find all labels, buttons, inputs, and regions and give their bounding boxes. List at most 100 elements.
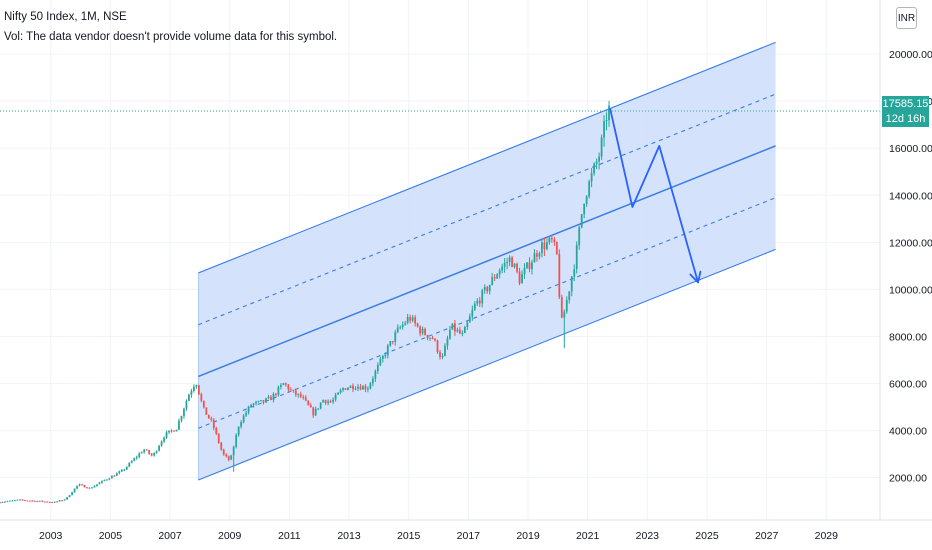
price-tick-label: 12000.00 xyxy=(889,237,932,249)
candle-down xyxy=(292,389,295,391)
candle-up xyxy=(483,287,486,291)
candle-up xyxy=(71,492,73,496)
candle-up xyxy=(600,137,603,157)
candle-up xyxy=(260,400,262,402)
candle-up xyxy=(491,277,494,285)
candle-down xyxy=(222,449,225,455)
candle-down xyxy=(439,352,441,358)
candle-down xyxy=(431,337,434,339)
candle-down xyxy=(173,430,175,432)
candle-down xyxy=(543,242,546,250)
candle-down xyxy=(419,326,422,334)
time-tick-label: 2019 xyxy=(516,530,540,542)
candle-up xyxy=(471,309,474,317)
candle-up xyxy=(272,393,275,401)
currency-button[interactable]: INR xyxy=(896,7,917,29)
candle-up xyxy=(371,378,374,384)
candle-down xyxy=(312,407,315,416)
candle-up xyxy=(374,370,377,379)
time-axis[interactable]: 2003 2005 2007 2009 2011 2013 2015 2017 2019 2021… xyxy=(39,530,838,542)
candle-up xyxy=(76,485,78,489)
candle-down xyxy=(555,241,558,254)
candle-up xyxy=(362,386,364,390)
candle-up xyxy=(421,328,424,334)
candle-down xyxy=(148,450,151,454)
candle-up xyxy=(369,383,372,389)
candle-up xyxy=(565,300,568,312)
candle-down xyxy=(436,340,439,353)
candle-up xyxy=(133,458,136,462)
candle-down xyxy=(150,453,153,456)
regression-channel[interactable] xyxy=(198,41,776,481)
candle-up xyxy=(347,387,349,390)
candle-up xyxy=(103,480,106,482)
candle-up xyxy=(245,412,247,416)
candle-down xyxy=(200,394,203,401)
candle-down xyxy=(220,442,223,450)
candle-down xyxy=(217,433,220,443)
candle-down xyxy=(287,384,290,390)
candle-up xyxy=(337,392,339,395)
candle-up xyxy=(168,430,170,433)
candle-down xyxy=(225,454,228,457)
arrow-head xyxy=(689,273,699,284)
time-tick-label: 2021 xyxy=(576,530,600,542)
candle-up xyxy=(190,390,193,395)
candle-up xyxy=(237,426,240,435)
time-tick-label: 2007 xyxy=(158,530,182,542)
candle-down xyxy=(212,419,215,428)
candle-up xyxy=(66,497,69,500)
candle-down xyxy=(43,501,46,503)
candle-down xyxy=(511,257,513,268)
candle-up xyxy=(58,500,61,502)
candle-up xyxy=(481,290,484,304)
candle-up xyxy=(501,266,504,271)
candle-up xyxy=(16,499,19,501)
candle-up xyxy=(11,500,14,502)
candle-up xyxy=(140,452,143,454)
candle-down xyxy=(275,393,277,395)
candle-up xyxy=(381,355,384,359)
time-tick-label: 2013 xyxy=(337,530,361,542)
candle-up xyxy=(468,316,471,323)
candle-down xyxy=(205,407,208,415)
candle-up xyxy=(503,262,506,267)
projection-arrow[interactable] xyxy=(609,108,702,284)
candle-up xyxy=(322,399,325,403)
candle-down xyxy=(454,323,456,332)
candle-up xyxy=(580,214,583,228)
candle-up xyxy=(73,488,76,493)
candle-down xyxy=(33,500,36,502)
price-tick-label: 10000.00 xyxy=(889,284,932,296)
candle-down xyxy=(26,500,29,502)
candle-up xyxy=(265,398,267,403)
candle-up xyxy=(384,355,387,357)
candle-up xyxy=(195,385,198,387)
candle-up xyxy=(63,499,66,501)
time-tick-label: 2005 xyxy=(99,530,123,542)
candle-up xyxy=(523,267,526,275)
candle-up xyxy=(317,408,320,410)
candle-up xyxy=(18,499,21,501)
candle-up xyxy=(128,462,131,467)
candle-up xyxy=(531,262,533,270)
candle-down xyxy=(289,389,292,391)
candle-up xyxy=(342,388,344,391)
time-tick-label: 2023 xyxy=(636,530,660,542)
candle-up xyxy=(247,406,250,413)
candle-down xyxy=(426,334,429,339)
candle-down xyxy=(113,475,116,477)
candle-up xyxy=(451,323,454,330)
candle-up xyxy=(319,402,322,409)
candle-down xyxy=(48,501,51,503)
candle-up xyxy=(188,394,190,401)
candle-down xyxy=(86,487,88,489)
candle-up xyxy=(521,274,523,284)
candle-down xyxy=(536,253,538,257)
price-tick-label: 16000.00 xyxy=(889,143,932,155)
candle-down xyxy=(409,317,412,321)
candle-up xyxy=(406,317,409,323)
candle-up xyxy=(68,495,71,498)
price-tick-label: 4000.00 xyxy=(889,426,927,438)
